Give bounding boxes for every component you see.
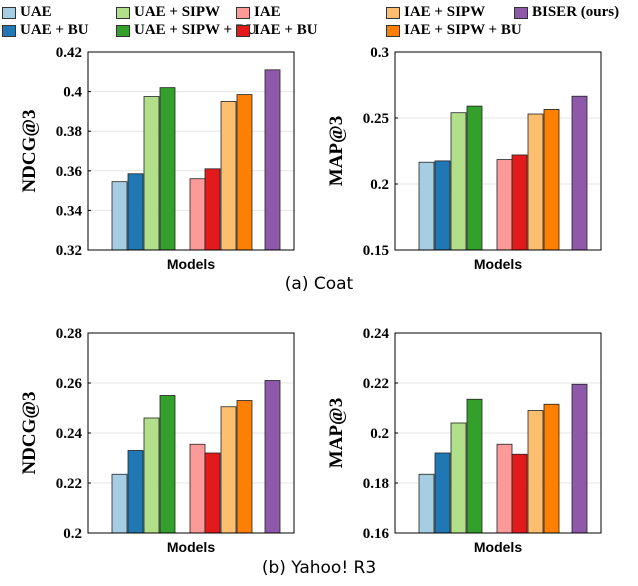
legend-label: IAE + SIPW + BU (404, 22, 522, 38)
x-axis-label: Models (474, 539, 522, 555)
legend-swatch (514, 6, 528, 19)
legend-swatch (116, 6, 130, 19)
legend-item: UAE (2, 4, 52, 21)
y-tick-label: 0.38 (56, 124, 82, 140)
bar (159, 395, 176, 534)
bar (204, 168, 221, 251)
legend-label: IAE (254, 4, 281, 20)
legend-item: UAE + BU (2, 22, 89, 39)
bar (236, 94, 253, 251)
y-tick-label: 0.24 (56, 426, 83, 442)
legend-swatch (2, 6, 16, 19)
y-tick-label: 0.28 (56, 326, 82, 342)
y-tick-label: 0.16 (363, 526, 390, 542)
legend-label: UAE (20, 4, 52, 20)
x-axis-label: Models (167, 539, 215, 555)
bar (496, 443, 513, 534)
bar (511, 453, 528, 534)
legend-label: UAE + BU (20, 22, 89, 38)
bar (189, 443, 206, 534)
y-tick-label: 0.36 (56, 164, 83, 180)
legend-item: IAE + BU (236, 22, 318, 39)
bar (143, 96, 160, 251)
y-axis-label: MAP@3 (326, 116, 347, 186)
legend-label: IAE + SIPW (404, 4, 486, 20)
y-axis-label: MAP@3 (326, 398, 347, 468)
legend-label: IAE + BU (254, 22, 318, 38)
y-tick-label: 0.24 (363, 326, 390, 342)
bar (236, 400, 253, 534)
bar (143, 417, 160, 534)
legend-swatch (116, 24, 130, 37)
y-tick-label: 0.34 (56, 203, 83, 219)
bar (220, 101, 237, 251)
bar (418, 161, 435, 251)
bar (527, 410, 544, 534)
legend-swatch (236, 6, 250, 19)
bar (264, 380, 281, 534)
caption-coat: (a) Coat (284, 274, 354, 294)
y-tick-label: 0.3 (370, 45, 389, 61)
y-tick-label: 0.18 (363, 476, 389, 492)
y-tick-label: 0.4 (63, 85, 82, 101)
bar (496, 159, 513, 251)
y-tick-label: 0.25 (363, 111, 389, 127)
y-axis-label: NDCG@3 (19, 391, 40, 474)
bar (571, 383, 588, 534)
y-tick-label: 0.2 (370, 426, 389, 442)
bar (466, 105, 483, 251)
y-tick-label: 0.42 (56, 45, 82, 61)
bar (111, 181, 128, 251)
bar (543, 403, 560, 534)
bar (127, 173, 144, 251)
y-tick-label: 0.2 (63, 526, 82, 542)
bar (159, 87, 176, 251)
bar (111, 473, 128, 534)
y-tick-label: 0.2 (370, 177, 389, 193)
bar (511, 154, 528, 251)
y-tick-label: 0.22 (363, 376, 389, 392)
plot-frame (87, 332, 295, 534)
bar (204, 452, 221, 534)
y-tick-label: 0.32 (56, 243, 82, 259)
y-tick-label: 0.22 (56, 476, 82, 492)
legend: UAE UAE + SIPW IAE IAE + SIPW BISER (ours) UA… (0, 0, 638, 40)
bar (571, 95, 588, 251)
x-axis-label: Models (474, 256, 522, 272)
caption-yahoo: (b) Yahoo! R3 (261, 558, 377, 578)
legend-item: IAE (236, 4, 281, 21)
bar (466, 398, 483, 534)
bar (418, 473, 435, 534)
legend-label: UAE + SIPW + BU (134, 22, 257, 38)
legend-swatch (236, 24, 250, 37)
x-axis-label: Models (167, 256, 215, 272)
y-axis-label: NDCG@3 (19, 109, 40, 192)
legend-swatch (386, 6, 400, 19)
bar (264, 69, 281, 251)
legend-item: IAE + SIPW (386, 4, 485, 21)
bar (527, 113, 544, 251)
bar (127, 450, 144, 534)
legend-label: UAE + SIPW (134, 4, 221, 20)
bar (220, 406, 237, 534)
y-tick-label: 0.15 (363, 243, 389, 259)
bar (434, 160, 451, 251)
legend-item: IAE + SIPW + BU (386, 22, 522, 39)
legend-item: BISER (ours) (514, 4, 619, 21)
legend-label: BISER (ours) (532, 4, 620, 20)
legend-item: UAE + SIPW (116, 4, 220, 21)
bar (434, 452, 451, 534)
plot-frame (394, 51, 602, 251)
legend-swatch (386, 24, 400, 37)
bar (450, 422, 467, 534)
legend-swatch (2, 24, 16, 37)
bar (543, 109, 560, 251)
plot-frame (87, 51, 295, 251)
plot-frame (394, 332, 602, 534)
y-tick-label: 0.26 (56, 376, 83, 392)
bar (450, 112, 467, 251)
legend-item: UAE + SIPW + BU (116, 22, 257, 39)
bar (189, 178, 206, 251)
